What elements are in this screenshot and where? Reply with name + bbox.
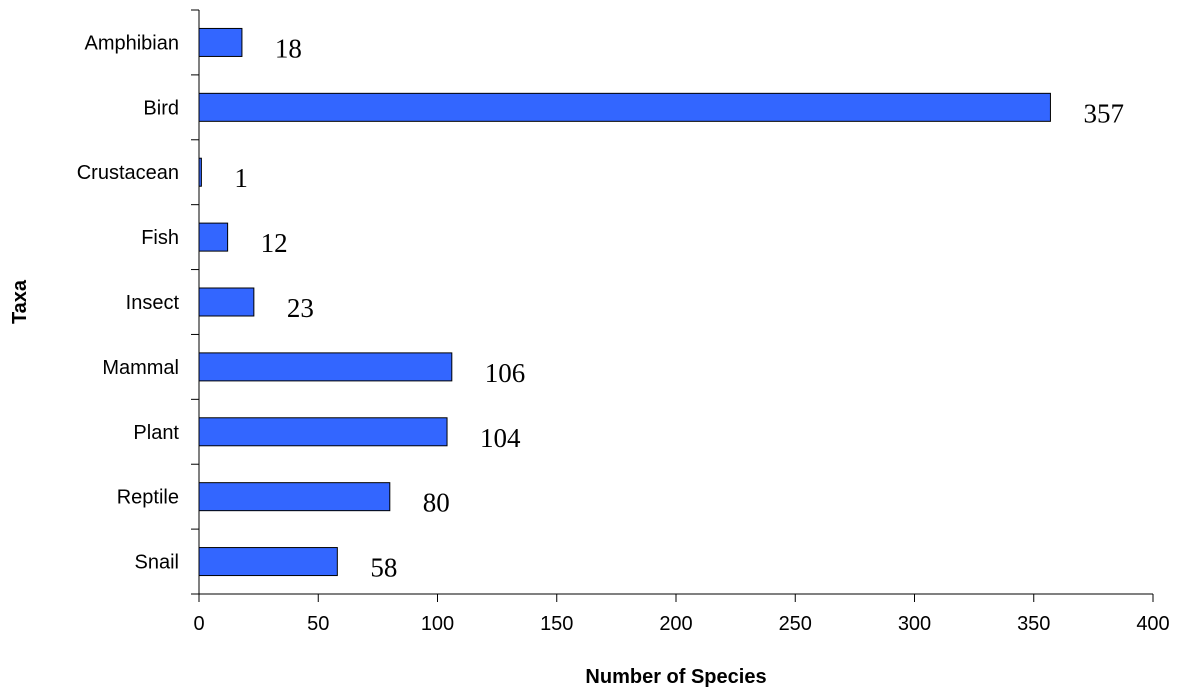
data-label-insect: 23: [287, 293, 314, 323]
category-label-fish: Fish: [141, 227, 179, 249]
x-tick-label-300: 300: [898, 613, 931, 635]
category-label-amphibian: Amphibian: [84, 32, 179, 54]
data-label-reptile: 80: [423, 488, 450, 518]
category-label-plant: Plant: [133, 422, 179, 444]
x-tick-label-0: 0: [193, 613, 204, 635]
data-label-crustacean: 1: [234, 163, 248, 193]
category-label-mammal: Mammal: [102, 357, 179, 379]
x-tick-label-200: 200: [659, 613, 692, 635]
category-label-crustacean: Crustacean: [77, 162, 179, 184]
data-label-fish: 12: [261, 228, 288, 258]
x-tick-label-50: 50: [307, 613, 329, 635]
data-label-amphibian: 18: [275, 33, 302, 63]
category-label-bird: Bird: [143, 97, 179, 119]
category-label-snail: Snail: [135, 552, 179, 574]
category-labels: Amphibian Bird Crustacean Fish Insect Mammal P…: [77, 32, 180, 573]
x-tick-label-150: 150: [540, 613, 573, 635]
bar-fish: [198, 222, 229, 252]
x-tick-label-400: 400: [1136, 613, 1169, 635]
x-tick-label-250: 250: [779, 613, 812, 635]
bar-snail: [198, 547, 338, 577]
data-label-mammal: 106: [485, 358, 526, 388]
data-label-snail: 58: [370, 553, 397, 583]
bar-mammal: [198, 352, 453, 382]
data-label-bird: 357: [1083, 98, 1124, 128]
category-label-insect: Insect: [126, 292, 180, 314]
category-label-reptile: Reptile: [117, 487, 179, 509]
bars-group: [198, 27, 1051, 577]
axis-ticks: 0 50 100 150 200 250 300 350 400: [191, 9, 1170, 635]
x-axis-title: Number of Species: [585, 666, 766, 688]
data-labels: 18 357 1 12 23 106 104 80 58: [234, 33, 1124, 582]
x-tick-label-100: 100: [421, 613, 454, 635]
y-axis-title: Taxa: [9, 279, 31, 324]
bar-plant: [198, 417, 448, 447]
x-tick-label-350: 350: [1017, 613, 1050, 635]
bar-insect: [198, 287, 255, 317]
bar-amphibian: [198, 27, 243, 57]
bar-bird: [198, 92, 1051, 122]
data-label-plant: 104: [480, 423, 521, 453]
bar-reptile: [198, 482, 391, 512]
